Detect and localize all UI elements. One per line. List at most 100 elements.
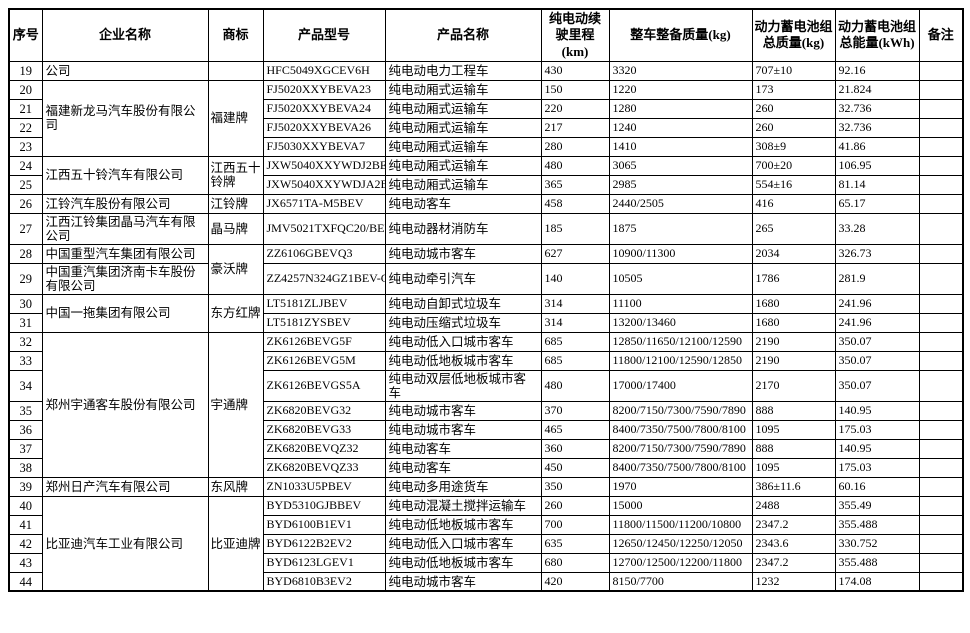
cell-remark [918, 60, 964, 81]
cell-curb-weight: 1280 [608, 98, 753, 119]
cell-battery-mass: 416 [751, 193, 836, 214]
cell-range: 685 [540, 350, 610, 371]
table-row: 20 福建新龙马汽车股份有限公司 福建牌 FJ5020XXYBEVA23 纯电动厢式运输… [8, 79, 964, 157]
table-row: 24 江西五十铃汽车有限公司 江西五十铃牌 JXW5040XXYWDJ2BEV 纯电动厢… [8, 155, 964, 195]
cell-battery-energy: 92.16 [834, 60, 920, 81]
ev-products-table: 序号 企业名称 商标 产品型号 产品名称 纯电动续驶里程(km) 整车整备质量(kg) 动力蓄… [8, 8, 964, 593]
cell-curb-weight: 17000/17400 [608, 369, 753, 402]
column-header-curb-weight: 整车整备质量(kg) [608, 8, 753, 62]
cell-range: 365 [540, 174, 610, 195]
column-header-battery-mass: 动力蓄电池组总质量(kg) [751, 8, 836, 62]
cell-battery-energy: 60.16 [834, 476, 920, 497]
cell-model: LT5181ZLJBEV [262, 293, 386, 314]
cell-company: 中国重型汽车集团有限公司 [41, 243, 209, 264]
cell-name: 纯电动自卸式垃圾车 [384, 293, 542, 314]
cell-model: JMV5021TXFQC20/BEV [262, 212, 386, 245]
table-body: 19 公司 HFC5049XGCEV6H 纯电动电力工程车 430 3320 707±10 9… [8, 60, 964, 592]
cell-remark [918, 212, 964, 245]
cell-model: FJ5030XXYBEVA7 [262, 136, 386, 157]
column-header-company: 企业名称 [41, 8, 209, 62]
cell-battery-mass: 2190 [751, 331, 836, 352]
cell-index: 26 [8, 193, 43, 214]
cell-curb-weight: 1240 [608, 117, 753, 138]
cell-remark [918, 533, 964, 554]
cell-range: 314 [540, 293, 610, 314]
cell-battery-energy: 355.488 [834, 514, 920, 535]
cell-model: ZZ6106GBEVQ3 [262, 243, 386, 264]
cell-remark [918, 312, 964, 333]
cell-index: 40 [8, 495, 43, 516]
table-row: 42 BYD6122B2EV2 纯电动低入口城市客车 635 12650/12450/1… [8, 533, 964, 554]
cell-remark [918, 419, 964, 440]
cell-company: 中国一拖集团有限公司 [41, 293, 209, 333]
cell-name: 纯电动客车 [384, 438, 542, 459]
cell-battery-mass: 173 [751, 79, 836, 100]
cell-battery-energy: 281.9 [834, 262, 920, 295]
cell-battery-energy: 241.96 [834, 293, 920, 314]
table-row: 25 JXW5040XXYWDJA2BEV纯电动厢式运输车3652985554±1… [8, 174, 964, 195]
cell-remark [918, 369, 964, 402]
cell-battery-energy: 355.488 [834, 552, 920, 573]
column-header-name: 产品名称 [384, 8, 542, 62]
cell-name: 纯电动压缩式垃圾车 [384, 312, 542, 333]
cell-battery-energy: 175.03 [834, 457, 920, 478]
cell-battery-energy: 32.736 [834, 117, 920, 138]
cell-battery-mass: 888 [751, 438, 836, 459]
cell-model: ZK6820BEVQZ32 [262, 438, 386, 459]
cell-index: 35 [8, 400, 43, 421]
cell-company: 郑州日产汽车有限公司 [41, 476, 209, 497]
cell-battery-energy: 81.14 [834, 174, 920, 195]
cell-model: BYD5310GJBBEV [262, 495, 386, 516]
cell-model: JXW5040XXYWDJA2BEV [262, 174, 386, 195]
table-row: 19 公司 HFC5049XGCEV6H 纯电动电力工程车 430 3320 707±10 9… [8, 60, 964, 81]
cell-name: 纯电动混凝土搅拌运输车 [384, 495, 542, 516]
cell-index: 27 [8, 212, 43, 245]
cell-name: 纯电动低入口城市客车 [384, 533, 542, 554]
cell-remark [918, 514, 964, 535]
cell-range: 680 [540, 552, 610, 573]
column-header-model: 产品型号 [262, 8, 386, 62]
cell-index: 23 [8, 136, 43, 157]
cell-curb-weight: 12700/12500/12200/11800 [608, 552, 753, 573]
cell-index: 37 [8, 438, 43, 459]
cell-company: 比亚迪汽车工业有限公司 [41, 495, 209, 592]
cell-name: 纯电动城市客车 [384, 243, 542, 264]
cell-index: 25 [8, 174, 43, 195]
cell-model: LT5181ZYSBEV [262, 312, 386, 333]
cell-range: 220 [540, 98, 610, 119]
cell-battery-mass: 1786 [751, 262, 836, 295]
cell-remark [918, 331, 964, 352]
table-row: 21 FJ5020XXYBEVA24 纯电动厢式运输车 220 1280 260 32.73… [8, 98, 964, 119]
cell-model: ZK6820BEVG32 [262, 400, 386, 421]
cell-range: 150 [540, 79, 610, 100]
cell-company: 福建新龙马汽车股份有限公司 [41, 79, 209, 157]
cell-battery-mass: 2347.2 [751, 514, 836, 535]
cell-index: 22 [8, 117, 43, 138]
table-row: 29 中国重汽集团济南卡车股份有限公司 ZZ4257N324GZ1BEV-C 纯电动牵… [8, 262, 964, 295]
cell-index: 21 [8, 98, 43, 119]
cell-range: 700 [540, 514, 610, 535]
cell-curb-weight: 1875 [608, 212, 753, 245]
cell-curb-weight: 13200/13460 [608, 312, 753, 333]
cell-brand [207, 60, 264, 81]
cell-remark [918, 136, 964, 157]
cell-index: 33 [8, 350, 43, 371]
cell-index: 29 [8, 262, 43, 295]
cell-remark [918, 98, 964, 119]
cell-range: 185 [540, 212, 610, 245]
cell-index: 28 [8, 243, 43, 264]
cell-range: 314 [540, 312, 610, 333]
cell-index: 32 [8, 331, 43, 352]
cell-range: 370 [540, 400, 610, 421]
table-row: 36 ZK6820BEVG33 纯电动城市客车 465 8400/7350/7500/7… [8, 419, 964, 440]
cell-name: 纯电动电力工程车 [384, 60, 542, 81]
table-row: 41 BYD6100B1EV1 纯电动低地板城市客车 700 11800/11500/1… [8, 514, 964, 535]
table-row: 39 郑州日产汽车有限公司 东风牌 ZN1033U5PBEV 纯电动多用途货车 350 19… [8, 476, 964, 497]
cell-index: 24 [8, 155, 43, 176]
cell-battery-energy: 33.28 [834, 212, 920, 245]
cell-battery-mass: 2190 [751, 350, 836, 371]
document-page: 序号 企业名称 商标 产品型号 产品名称 纯电动续驶里程(km) 整车整备质量(kg) 动力蓄… [8, 8, 964, 593]
cell-remark [918, 350, 964, 371]
cell-battery-mass: 386±11.6 [751, 476, 836, 497]
cell-remark [918, 400, 964, 421]
